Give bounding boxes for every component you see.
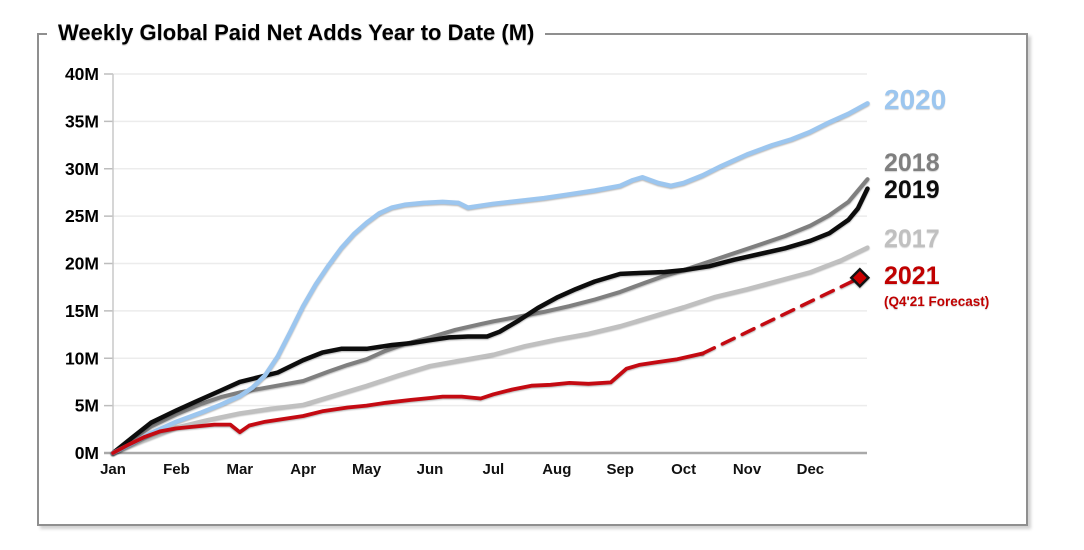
x-axis-label-mar: Mar [226, 461, 253, 478]
x-axis-label-feb: Feb [163, 461, 190, 478]
y-axis-label-5M: 5M [75, 396, 99, 416]
x-axis-label-may: May [352, 461, 382, 478]
legend-label-2020: 2020 [884, 84, 947, 115]
chart-title: Weekly Global Paid Net Adds Year to Date… [47, 19, 546, 47]
y-axis-label-0M: 0M [75, 443, 99, 463]
x-axis-label-jul: Jul [483, 461, 505, 478]
y-axis-label-35M: 35M [65, 111, 99, 131]
legend-label-2017: 2017 [884, 225, 940, 253]
series-2017-line [111, 245, 870, 455]
x-axis-label-oct: Oct [671, 461, 696, 478]
y-axis-label-40M: 40M [65, 64, 99, 84]
legend-forecast-note: (Q4'21 Forecast) [884, 294, 990, 309]
y-axis-label-30M: 30M [65, 159, 99, 179]
legend-label-2021: 2021 [884, 262, 940, 290]
series-2021-forecast-dashed-line [700, 275, 862, 356]
y-axis-label-25M: 25M [65, 206, 99, 226]
y-axis-label-20M: 20M [65, 254, 99, 274]
x-axis-label-nov: Nov [733, 461, 762, 478]
x-axis-label-sep: Sep [606, 461, 634, 478]
series-2021-forecast-diamond-marker [849, 267, 871, 288]
x-axis-label-dec: Dec [797, 461, 825, 478]
legend-label-2019: 2019 [884, 176, 940, 204]
series-2018-line [111, 177, 870, 455]
x-axis-label-aug: Aug [542, 461, 571, 478]
x-axis-label-apr: Apr [290, 461, 316, 478]
y-axis-label-10M: 10M [65, 348, 99, 368]
series-2021-line [111, 351, 705, 455]
x-axis-label-jun: Jun [417, 461, 444, 478]
y-axis-label-15M: 15M [65, 301, 99, 321]
series-2019-line [110, 186, 870, 456]
legend-label-2018: 2018 [884, 149, 940, 177]
x-axis-label-jan: Jan [100, 461, 126, 478]
series-2020-line [110, 101, 870, 456]
